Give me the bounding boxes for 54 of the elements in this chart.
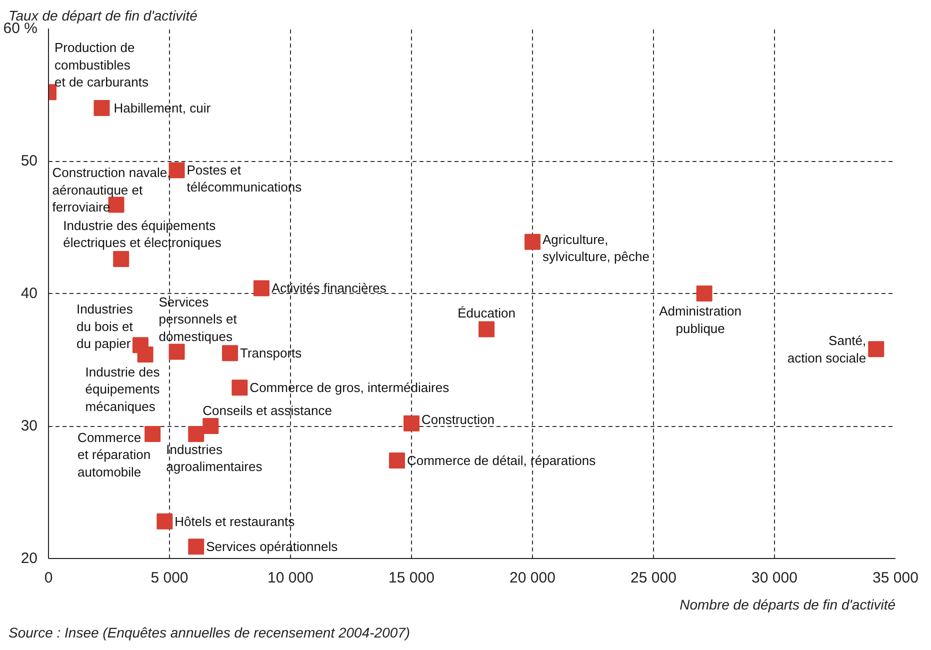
point: [202, 418, 219, 434]
y-tick-label: 20: [20, 550, 38, 567]
point: [156, 513, 173, 530]
point: [94, 100, 110, 116]
annotation: Services opérationnels: [206, 539, 338, 554]
annotation: Habillement, cuir: [114, 100, 212, 116]
point: [188, 426, 204, 442]
x-tick-label: 5 000: [150, 570, 188, 586]
x-tick-label: 20 000: [510, 570, 556, 586]
annotation: Éducation: [458, 305, 516, 320]
point: [188, 538, 204, 555]
annotation: Postes et télécommunications: [186, 162, 302, 195]
x-tick-label: 0: [44, 570, 53, 586]
annotation: Industrie des équipements mécaniques: [85, 364, 160, 414]
annotation: Administration publique: [659, 304, 742, 336]
x-tick-label: 10 000: [268, 570, 314, 586]
point: [253, 280, 270, 296]
annotation: Commerce et réparation automobile: [78, 430, 151, 480]
point: [478, 321, 495, 338]
point: [388, 452, 405, 468]
point: [868, 341, 884, 358]
annotation: Santé, action sociale: [787, 333, 866, 366]
y-tick-label: 50: [20, 152, 38, 170]
annotation: Activités financières: [271, 280, 387, 296]
point: [168, 162, 185, 178]
x-tick-label: 25 000: [630, 570, 676, 586]
annotation: Commerce de détail, réparations: [406, 452, 596, 468]
point: [144, 426, 161, 442]
point: [168, 344, 185, 360]
annotation: Commerce de gros, intermédiaires: [250, 380, 450, 396]
point: [137, 346, 154, 362]
source-note: Source : Insee (Enquêtes annuelles de recensement 2004-2007): [8, 624, 410, 640]
annotation: Construction: [422, 412, 494, 427]
x-tick-label: 15 000: [388, 570, 434, 586]
point: [113, 251, 130, 268]
annotation: Industrie des équipements électriques et électroniques: [63, 218, 222, 250]
annotation: Hôtels et restaurants: [174, 514, 296, 529]
x-tick-label: 35 000: [872, 570, 918, 586]
y-tick-label: 40: [20, 285, 38, 302]
point: [696, 286, 712, 302]
annotation: Transports: [240, 346, 302, 361]
x-tick-label: 30 000: [752, 570, 798, 586]
y-tick-label: 30: [20, 418, 38, 434]
annotation: Industries agroalimentaires: [166, 442, 263, 474]
annotation: Agriculture, sylviculture, pêche: [542, 232, 650, 264]
point: [222, 345, 238, 362]
point: [232, 380, 248, 396]
annotation: Services personnels et domestiques: [158, 294, 238, 344]
point: [404, 415, 420, 432]
annotation: Industries du bois et du papier: [76, 302, 134, 352]
annotation: Production de combustibles et de carburants: [54, 40, 149, 90]
annotation: Conseils et assistance: [202, 403, 332, 418]
x-axis-title: Nombre de départs de fin d'activité: [680, 596, 896, 612]
point: [524, 234, 540, 250]
